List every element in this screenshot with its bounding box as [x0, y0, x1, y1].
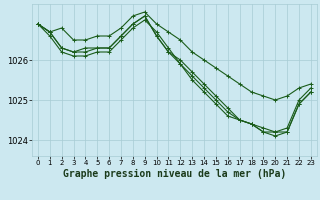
X-axis label: Graphe pression niveau de la mer (hPa): Graphe pression niveau de la mer (hPa) — [63, 169, 286, 179]
